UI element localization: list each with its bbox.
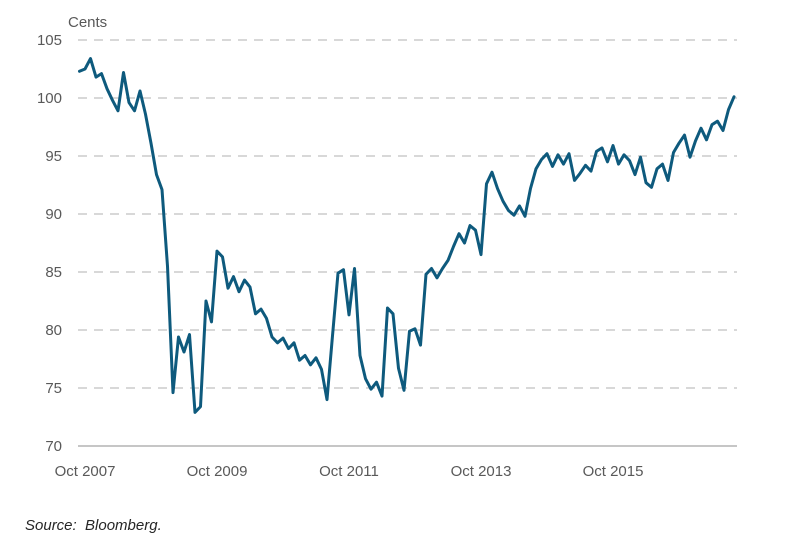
source-note: Source: Bloomberg. bbox=[25, 517, 162, 534]
y-axis-tick-label: 70 bbox=[45, 438, 62, 455]
y-axis-tick-label: 95 bbox=[45, 148, 62, 165]
price-line-bond-price bbox=[78, 57, 736, 414]
y-axis-tick-label: 80 bbox=[45, 322, 62, 339]
y-axis-tick-label: 100 bbox=[37, 90, 62, 107]
x-axis-tick-label: Oct 2013 bbox=[451, 463, 512, 480]
y-axis-tick-label: 105 bbox=[37, 32, 62, 49]
price-line-chart: 105 100 95 90 85 80 75 70 Oct 2007 Oct 2009 Oct 20… bbox=[37, 32, 737, 480]
y-axis-tick-label: 75 bbox=[45, 380, 62, 397]
x-axis-tick-label: Oct 2007 bbox=[55, 463, 116, 480]
y-axis-tick-label: 90 bbox=[45, 206, 62, 223]
y-axis-tick-label: 85 bbox=[45, 264, 62, 281]
y-axis-unit-label: Cents bbox=[68, 14, 108, 31]
x-axis-tick-label: Oct 2011 bbox=[319, 463, 379, 480]
x-axis-tick-label: Oct 2015 bbox=[583, 463, 644, 480]
x-axis-tick-label: Oct 2009 bbox=[187, 463, 248, 480]
